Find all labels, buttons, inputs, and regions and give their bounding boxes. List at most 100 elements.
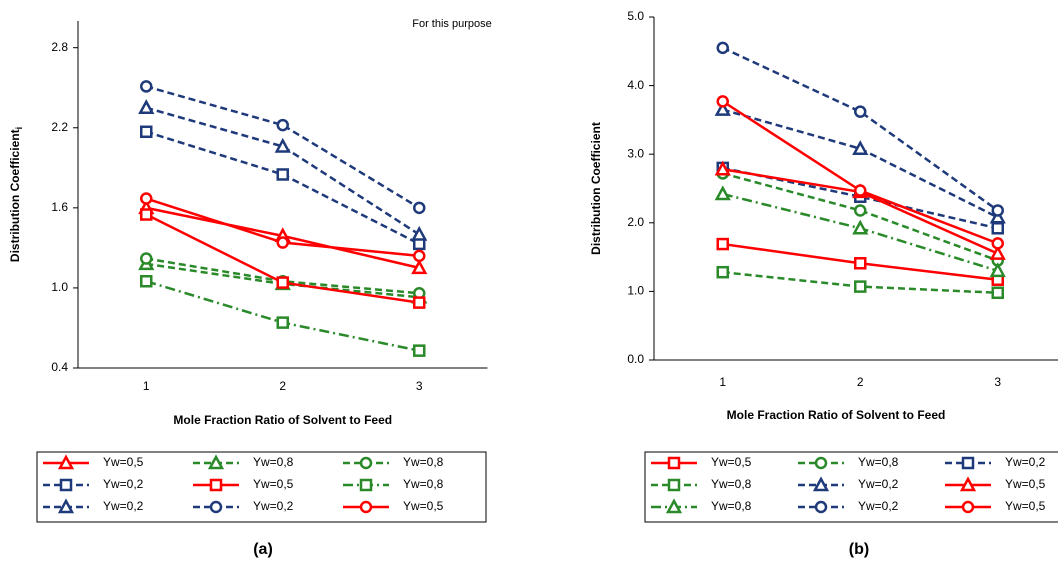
marker-triangle bbox=[411, 259, 428, 275]
x-axis-label: Mole Fraction Ratio of Solvent to Feed bbox=[727, 408, 946, 422]
marker-triangle bbox=[57, 498, 75, 514]
x-axis-label: Mole Fraction Ratio of Solvent to Feed bbox=[173, 413, 392, 427]
y-axis-label: Distribution Coefficienti bbox=[8, 127, 24, 262]
marker-square bbox=[716, 265, 729, 279]
marker-circle bbox=[814, 500, 828, 514]
legend-label: Yw=0,5 bbox=[253, 477, 294, 491]
marker-triangle bbox=[989, 262, 1006, 278]
legend-label: Yw=0,5 bbox=[103, 455, 144, 469]
marker-circle bbox=[991, 237, 1004, 250]
legend-label: Yw=0,2 bbox=[103, 499, 144, 513]
marker-triangle bbox=[714, 100, 731, 116]
legend-label: Yw=0,5 bbox=[711, 455, 752, 469]
y-tick-label: 2.0 bbox=[627, 215, 644, 229]
marker-square bbox=[140, 275, 153, 288]
y-axis-label: Distribution Coefficient bbox=[589, 122, 603, 255]
marker-circle bbox=[854, 184, 867, 197]
marker-circle bbox=[359, 500, 373, 514]
series-line bbox=[722, 172, 999, 262]
marker-circle bbox=[276, 236, 289, 249]
marker-circle bbox=[854, 105, 867, 118]
marker-triangle bbox=[989, 245, 1006, 260]
marker-square bbox=[276, 316, 289, 329]
series-line bbox=[722, 46, 999, 212]
legend-label: Yw=0,2 bbox=[858, 477, 899, 491]
marker-triangle bbox=[812, 476, 830, 492]
marker-triangle bbox=[852, 219, 869, 235]
marker-square bbox=[59, 478, 73, 492]
legend-label: Yw=0,2 bbox=[858, 499, 899, 513]
legend-label: Yw=0,2 bbox=[1005, 455, 1046, 469]
marker-triangle bbox=[411, 225, 428, 241]
legend-label: Yw=0,5 bbox=[403, 499, 444, 513]
legend-label: Yw=0,8 bbox=[253, 455, 294, 469]
marker-square bbox=[140, 208, 153, 221]
marker-square bbox=[667, 478, 681, 492]
series-line bbox=[145, 106, 420, 236]
marker-square bbox=[413, 296, 426, 309]
marker-square bbox=[359, 478, 373, 492]
legend-box bbox=[36, 451, 487, 523]
y-label-text: Distribution Coefficient bbox=[589, 122, 603, 255]
legend-label: Yw=0,2 bbox=[253, 499, 294, 513]
y-label-text: Distribution Coefficient bbox=[8, 129, 22, 262]
marker-square bbox=[667, 456, 681, 470]
y-label-subscript: i bbox=[14, 127, 24, 130]
x-tick-label: 3 bbox=[416, 379, 423, 393]
marker-square bbox=[991, 286, 1004, 300]
x-tick-label: 3 bbox=[994, 375, 1001, 389]
legend-label: Yw=0,8 bbox=[858, 455, 899, 469]
annotation: For this purpose bbox=[412, 18, 491, 30]
marker-circle bbox=[413, 201, 426, 215]
marker-square bbox=[413, 344, 426, 357]
y-tick-label: 1.0 bbox=[51, 280, 68, 294]
marker-circle bbox=[991, 204, 1004, 217]
marker-square bbox=[961, 456, 975, 470]
chart-panel: 0.4 1.0 1.6 2.2 2.8 1 2 3 Mole Fraction Ratio of… bbox=[8, 18, 492, 558]
marker-circle bbox=[140, 80, 153, 93]
marker-square bbox=[209, 478, 223, 492]
marker-square bbox=[140, 125, 153, 139]
legend: Yw=0,5 Yw=0,8 Yw=0,8 Yw=0,2 Yw=0,5 Yw=0,8 Yw=0… bbox=[36, 451, 487, 523]
marker-circle bbox=[716, 95, 729, 108]
legend: Yw=0,5 Yw=0,8 Yw=0,2 Yw=0,8 Yw=0,2 Yw=0,5 Yw=0… bbox=[644, 451, 1058, 523]
x-tick-label: 2 bbox=[857, 375, 864, 389]
marker-square bbox=[854, 280, 867, 293]
marker-circle bbox=[854, 204, 867, 217]
marker-triangle bbox=[665, 498, 683, 514]
x-tick-label: 1 bbox=[143, 379, 150, 393]
legend-label: Yw=0,5 bbox=[1005, 477, 1046, 491]
marker-triangle bbox=[57, 454, 75, 470]
marker-circle bbox=[140, 252, 153, 265]
y-tick-label: 4.0 bbox=[627, 78, 644, 92]
panel-label: (b) bbox=[849, 541, 869, 558]
marker-triangle bbox=[714, 160, 731, 176]
marker-circle bbox=[814, 456, 828, 470]
marker-circle bbox=[276, 118, 289, 132]
series-line bbox=[722, 108, 999, 219]
y-tick-label: 0.4 bbox=[51, 360, 68, 374]
y-tick-label: 5.0 bbox=[627, 9, 644, 23]
legend-label: Yw=0,8 bbox=[403, 455, 444, 469]
legend-label: Yw=0,8 bbox=[711, 477, 752, 491]
y-tick-label: 0.0 bbox=[627, 352, 644, 366]
marker-circle bbox=[413, 249, 426, 263]
y-tick-label: 2.8 bbox=[51, 40, 68, 54]
marker-square bbox=[854, 257, 867, 270]
marker-triangle bbox=[989, 208, 1006, 224]
marker-circle bbox=[359, 456, 373, 470]
series-line bbox=[145, 280, 420, 352]
marker-triangle bbox=[714, 185, 731, 201]
panel-label: (a) bbox=[253, 541, 273, 558]
marker-circle bbox=[961, 500, 975, 514]
legend-label: Yw=0,8 bbox=[711, 499, 752, 513]
chart-panel: 0.0 1.0 2.0 3.0 4.0 5.0 1 2 3 Mole Fraction Ratio… bbox=[589, 9, 1058, 558]
marker-circle bbox=[140, 192, 153, 205]
series-line bbox=[145, 85, 420, 209]
marker-triangle bbox=[138, 99, 155, 114]
marker-circle bbox=[209, 500, 223, 514]
y-tick-label: 1.0 bbox=[627, 284, 644, 298]
x-tick-label: 2 bbox=[279, 379, 286, 393]
legend-label: Yw=0,5 bbox=[1005, 499, 1046, 513]
